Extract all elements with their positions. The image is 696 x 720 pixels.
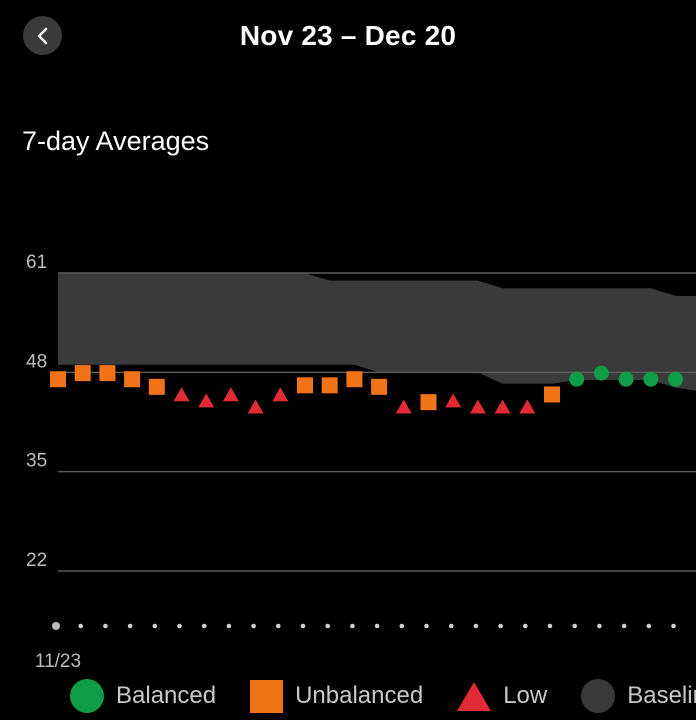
y-tick-label: 61 xyxy=(26,252,47,273)
legend-item-balanced: Balanced xyxy=(70,679,216,713)
low-point xyxy=(519,399,536,414)
x-axis-dot xyxy=(276,623,281,629)
legend-item-unbalanced: Unbalanced xyxy=(250,679,424,713)
x-axis-dot xyxy=(201,623,207,629)
x-axis-dot xyxy=(251,623,256,629)
unbalanced-point xyxy=(99,365,116,382)
x-axis-dot xyxy=(597,623,602,629)
x-axis-dot xyxy=(300,623,306,629)
x-axis-dot xyxy=(374,623,380,629)
legend-label: Baseline xyxy=(627,682,696,709)
x-axis-dot xyxy=(325,623,331,629)
low-point xyxy=(247,399,264,414)
unbalanced-point xyxy=(371,378,388,395)
low-point xyxy=(445,393,462,408)
legend-item-baseline: Baseline xyxy=(581,679,696,713)
x-tick-label: 11/23 xyxy=(35,651,81,670)
unbalanced-point xyxy=(50,371,66,388)
balanced-point xyxy=(643,371,659,387)
x-axis-dot xyxy=(547,623,553,629)
x-axis-dot xyxy=(226,623,232,629)
section-title: 7-day Averages xyxy=(22,126,210,156)
low-point xyxy=(272,387,289,402)
low-point xyxy=(222,387,239,402)
unbalanced-point xyxy=(346,371,363,388)
unbalanced-point xyxy=(148,378,165,395)
baseline-band xyxy=(58,273,696,391)
x-axis-dot xyxy=(448,623,454,629)
legend-balanced-icon xyxy=(70,679,104,713)
x-axis-dot xyxy=(350,623,355,629)
low-point xyxy=(469,399,486,414)
low-point xyxy=(494,399,511,414)
legend-baseline-icon xyxy=(581,679,616,713)
x-axis-dot xyxy=(424,623,429,629)
x-axis-dot xyxy=(621,623,627,629)
legend-unbalanced-icon xyxy=(250,679,284,713)
unbalanced-point xyxy=(297,377,313,394)
low-point xyxy=(395,399,412,414)
back-button[interactable] xyxy=(23,16,62,55)
chart-legend: Balanced Unbalanced Low Baseline xyxy=(70,678,696,714)
low-point xyxy=(173,387,190,402)
x-axis-dot xyxy=(572,623,577,629)
x-axis-dot xyxy=(103,623,108,629)
y-tick-label: 35 xyxy=(26,451,47,472)
x-axis-dot xyxy=(78,623,83,629)
legend-low-icon xyxy=(457,681,492,711)
y-tick-label: 22 xyxy=(26,550,47,571)
x-axis-dot xyxy=(523,623,528,629)
x-axis-dot xyxy=(177,623,182,629)
page-title: Nov 23 – Dec 20 xyxy=(239,20,457,51)
x-axis-dot xyxy=(646,623,652,629)
x-axis-dot xyxy=(399,623,405,629)
unbalanced-point xyxy=(124,371,141,388)
chart-7-day-averages: 22 35 48 61 11/23 xyxy=(26,252,696,670)
low-point xyxy=(198,393,215,408)
chevron-left-icon xyxy=(37,27,47,44)
legend-item-low: Low xyxy=(457,681,548,711)
unbalanced-point xyxy=(420,394,437,411)
x-axis-dot xyxy=(498,623,503,629)
x-axis-dot xyxy=(52,622,60,630)
x-axis-dot xyxy=(152,623,158,629)
legend-label: Low xyxy=(503,682,548,709)
balanced-point xyxy=(618,371,634,387)
legend-label: Balanced xyxy=(116,682,217,709)
x-axis-dot xyxy=(473,623,479,629)
unbalanced-point xyxy=(74,365,91,382)
legend-label: Unbalanced xyxy=(295,682,424,709)
balanced-point xyxy=(668,371,683,387)
unbalanced-point xyxy=(544,386,560,403)
x-axis-dot xyxy=(671,623,676,629)
y-tick-label: 48 xyxy=(26,351,47,372)
balanced-point xyxy=(593,365,609,381)
x-axis-dot xyxy=(127,623,133,629)
unbalanced-point xyxy=(321,377,338,394)
balanced-point xyxy=(569,371,585,387)
